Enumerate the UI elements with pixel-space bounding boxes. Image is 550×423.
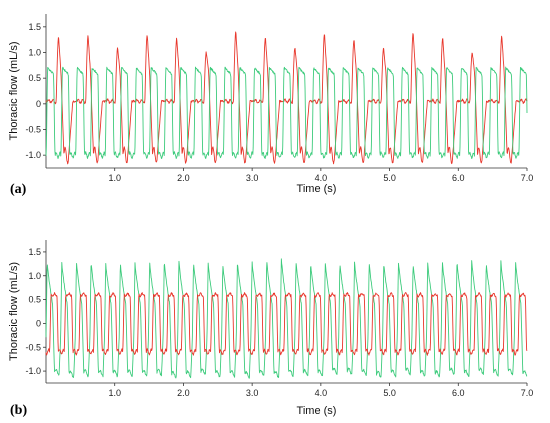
x-tick-label: 7.0: [521, 173, 534, 183]
x-tick-label: 6.0: [452, 388, 465, 398]
y-tick-label: -0.5: [25, 125, 41, 135]
y-tick-label: -1.0: [25, 366, 41, 376]
y-tick-label: 0.5: [28, 73, 41, 83]
y-tick-label: -0.5: [25, 342, 41, 352]
x-tick-label: 1.0: [108, 173, 121, 183]
x-tick-label: 4.0: [315, 173, 328, 183]
y-tick-label: 1.0: [28, 48, 41, 58]
y-tick-label: 1.5: [28, 247, 41, 257]
x-tick-label: 7.0: [521, 388, 534, 398]
y-axis-title: Thoracic flow (mL/s): [8, 41, 20, 140]
x-tick-label: 3.0: [246, 388, 259, 398]
x-tick-label: 2.0: [177, 173, 190, 183]
x-tick-label: 6.0: [452, 173, 465, 183]
y-tick-label: 0: [36, 99, 41, 109]
y-tick-label: 0.5: [28, 295, 41, 305]
x-tick-label: 4.0: [315, 388, 328, 398]
y-axis-title: Thoracic flow (mL/s): [8, 262, 20, 361]
panel-label: (b): [10, 403, 27, 418]
panel-a: Thoracic flow (mL/s) Time (s) (a) -1.0 -0…: [8, 14, 533, 197]
x-tick-label: 5.0: [383, 388, 396, 398]
series-line-0: [45, 31, 528, 165]
x-axis-title: Time (s): [297, 405, 337, 417]
y-tick-label: -1.0: [25, 150, 41, 160]
x-tick-label: 3.0: [246, 173, 259, 183]
y-tick-label: 1.5: [28, 22, 41, 32]
y-tick-label: 0: [36, 318, 41, 328]
y-tick-label: 1.0: [28, 271, 41, 281]
x-tick-label: 5.0: [383, 173, 396, 183]
series-line-1: [45, 292, 528, 356]
x-tick-label: 2.0: [177, 388, 190, 398]
series-line-0: [45, 258, 528, 379]
series-line-1: [45, 66, 528, 160]
panel-label: (a): [10, 182, 27, 197]
panel-b: Thoracic flow (mL/s) Time (s) (b) -1.0 -0…: [8, 240, 533, 418]
x-axis-title: Time (s): [297, 183, 337, 195]
x-tick-label: 1.0: [108, 388, 121, 398]
